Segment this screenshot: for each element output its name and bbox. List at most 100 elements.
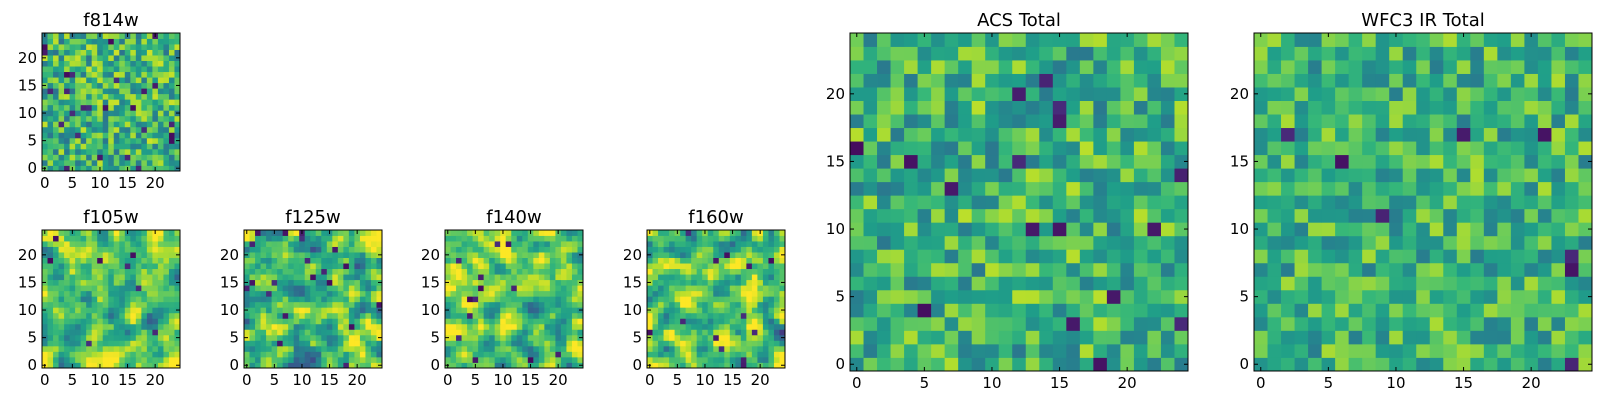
heatmap-cell: [691, 274, 698, 281]
heatmap-cell: [511, 285, 518, 292]
heatmap-cell: [1066, 181, 1081, 196]
heatmap-cell: [288, 351, 295, 358]
heatmap-cell: [1564, 208, 1579, 223]
heatmap-cell: [146, 290, 153, 297]
heatmap-cell: [538, 318, 545, 325]
heatmap-cell: [271, 340, 278, 347]
heatmap-cell: [762, 252, 769, 258]
heatmap-cell: [332, 274, 339, 281]
heatmap-cell: [102, 115, 109, 122]
heatmap-cell: [141, 329, 148, 336]
heatmap-cell: [1335, 289, 1350, 304]
heatmap-cell: [1147, 195, 1162, 210]
heatmap-cell: [1564, 33, 1579, 47]
heatmap-cell: [1321, 330, 1336, 345]
heatmap-cell: [544, 307, 551, 314]
heatmap-cell: [571, 263, 578, 270]
heatmap-cell: [1402, 222, 1417, 237]
heatmap-cell: [91, 55, 98, 61]
heatmap-cell: [119, 165, 126, 172]
heatmap-cell: [42, 104, 48, 111]
heatmap-cell: [348, 235, 355, 242]
heatmap-cell: [904, 114, 918, 129]
heatmap-cell: [1093, 181, 1108, 196]
heatmap-cell: [768, 329, 775, 336]
heatmap-cell: [152, 148, 159, 155]
heatmap-cell: [119, 110, 126, 117]
heatmap-cell: [141, 66, 148, 73]
heatmap-cell: [1416, 141, 1431, 156]
heatmap-cell: [1348, 357, 1363, 372]
heatmap-cell: [729, 257, 736, 264]
heatmap-cell: [163, 66, 170, 73]
heatmap-cell: [931, 235, 946, 250]
heatmap-cell: [1160, 141, 1175, 156]
heatmap-cell: [315, 334, 322, 341]
heatmap-cell: [1106, 222, 1121, 237]
heatmap-cell: [64, 66, 70, 73]
heatmap-cell: [1093, 289, 1108, 304]
heatmap-cell: [337, 307, 344, 314]
heatmap-cell: [1147, 33, 1162, 47]
heatmap-cell: [577, 235, 584, 242]
heatmap-cell: [1174, 114, 1189, 129]
heatmap-cell: [527, 290, 534, 297]
heatmap-cell: [135, 132, 142, 139]
heatmap-cell: [511, 301, 518, 308]
heatmap-cell: [91, 334, 98, 341]
heatmap-cell: [489, 296, 496, 303]
heatmap-cell: [647, 351, 653, 358]
heatmap-cell: [445, 301, 451, 308]
heatmap-cell: [505, 252, 512, 258]
heatmap-cell: [168, 82, 175, 89]
heatmap-cell: [863, 141, 878, 156]
x-tick-label: 5: [68, 174, 78, 192]
heatmap-cell: [271, 263, 278, 270]
heatmap-cell: [1039, 100, 1054, 115]
heatmap-cell: [560, 263, 567, 270]
heatmap-cell: [917, 73, 932, 88]
heatmap-cell: [522, 345, 529, 352]
heatmap-cell: [985, 235, 1000, 250]
heatmap-cell: [1160, 87, 1175, 101]
heatmap-cell: [348, 263, 355, 270]
heatmap-cell: [75, 296, 82, 303]
heatmap-cell: [1106, 357, 1121, 372]
heatmap-cell: [1120, 249, 1135, 264]
y-tick-label: 15: [220, 273, 239, 291]
heatmap-cell: [130, 99, 137, 106]
heatmap-cell: [757, 285, 764, 292]
heatmap-cell: [249, 345, 256, 352]
heatmap-cell: [113, 334, 120, 341]
heatmap-cell: [674, 257, 681, 264]
heatmap-cell: [538, 285, 545, 292]
heatmap-cell: [483, 307, 490, 314]
heatmap-cell: [863, 357, 878, 372]
heatmap-cell: [998, 208, 1013, 223]
heatmap-cell: [1362, 249, 1377, 264]
heatmap-cell: [119, 274, 126, 281]
heatmap-cell: [1429, 222, 1444, 237]
heatmap-cell: [113, 165, 120, 172]
heatmap-cell: [461, 356, 468, 363]
heatmap-cell: [1133, 100, 1148, 115]
heatmap-cell: [511, 274, 518, 281]
heatmap-cell: [80, 356, 87, 363]
heatmap-cell: [343, 235, 350, 242]
heatmap-cell: [1294, 154, 1309, 169]
heatmap-cell: [249, 263, 256, 270]
heatmap-cell: [533, 301, 540, 308]
heatmap-cell: [42, 44, 48, 50]
heatmap-cell: [1294, 127, 1309, 142]
heatmap-cell: [456, 285, 462, 292]
heatmap-cell: [773, 235, 780, 242]
heatmap-cell: [944, 357, 959, 372]
heatmap-cell: [489, 263, 496, 270]
heatmap-cell: [702, 263, 709, 270]
heatmap-cell: [299, 318, 306, 325]
heatmap-cell: [1174, 73, 1189, 88]
y-tick-label: 5: [1239, 288, 1249, 306]
heatmap-cell: [998, 330, 1013, 345]
heatmap-cell: [91, 66, 98, 73]
heatmap-cell: [1066, 208, 1081, 223]
